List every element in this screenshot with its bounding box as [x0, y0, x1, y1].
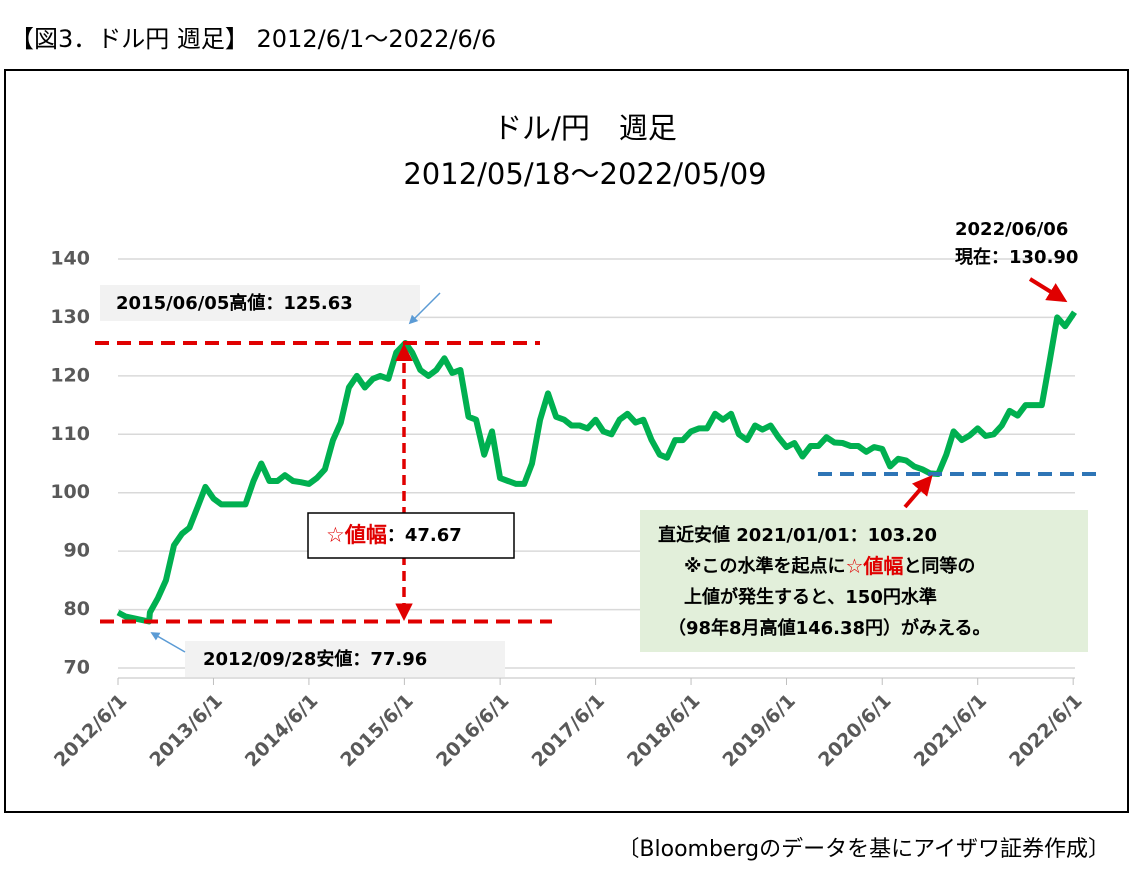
y-tick-label: 80	[64, 598, 90, 620]
range-label: ☆値幅：47.67	[326, 523, 462, 547]
pointer	[408, 292, 441, 325]
footer: 〔Bloombergのデータを基にアイザワ証券作成〕	[617, 837, 1110, 862]
note-line: （98年8月高値146.38円）がみえる。	[668, 617, 991, 639]
note-part: 上値が発生すると、150円水準	[684, 586, 937, 608]
label-box	[185, 641, 505, 677]
annotations: 2015/06/05高値：125.63 2012/09/28安値：77.96 ☆値幅…	[95, 219, 1097, 677]
note-part: ☆値幅	[846, 554, 904, 578]
note-line: ※この水準を起点に☆値幅と同等の	[684, 554, 975, 578]
note-part: と同等の	[903, 555, 975, 577]
recent-low-arrow	[903, 474, 933, 509]
pointer	[150, 632, 186, 653]
label-box	[100, 285, 420, 321]
y-tick-label: 100	[50, 481, 90, 503]
chart-subtitle: 2012/05/18～2022/05/09	[403, 157, 766, 191]
note-part: （98年8月高値146.38円）がみえる。	[668, 617, 991, 639]
current-arrow	[1028, 277, 1068, 303]
line	[116, 310, 1077, 625]
current-label: 2022/06/06	[955, 219, 1068, 240]
range-box	[307, 512, 515, 559]
range-label-part: ：47.67	[387, 525, 462, 546]
y-tick-label: 70	[64, 657, 90, 679]
range-label-part: ☆値幅	[326, 523, 387, 547]
chart-frame	[4, 69, 1129, 813]
y-tick-label: 130	[50, 306, 90, 328]
note-line: 上値が発生すると、150円水準	[684, 586, 937, 608]
plot	[116, 310, 1077, 625]
y-tick-label: 110	[50, 423, 90, 445]
y-tick-label: 140	[50, 248, 90, 270]
note-part: 直近安値 2021/01/01：103.20	[658, 524, 937, 546]
low-label: 2012/09/28安値：77.96	[203, 648, 427, 670]
current-label: 現在：130.90	[955, 246, 1078, 268]
header: 【図3．ドル円 週足】 2012/6/1～2022/6/6	[10, 25, 496, 53]
y-tick-label: 90	[64, 540, 90, 562]
chart-title: ドル/円 週足	[493, 111, 677, 145]
note-line: 直近安値 2021/01/01：103.20	[658, 524, 937, 546]
high-label: 2015/06/05高値：125.63	[116, 292, 353, 314]
y-tick-label: 120	[50, 364, 90, 386]
note-box	[640, 510, 1088, 652]
note-part: ※この水準を起点に	[684, 555, 846, 577]
